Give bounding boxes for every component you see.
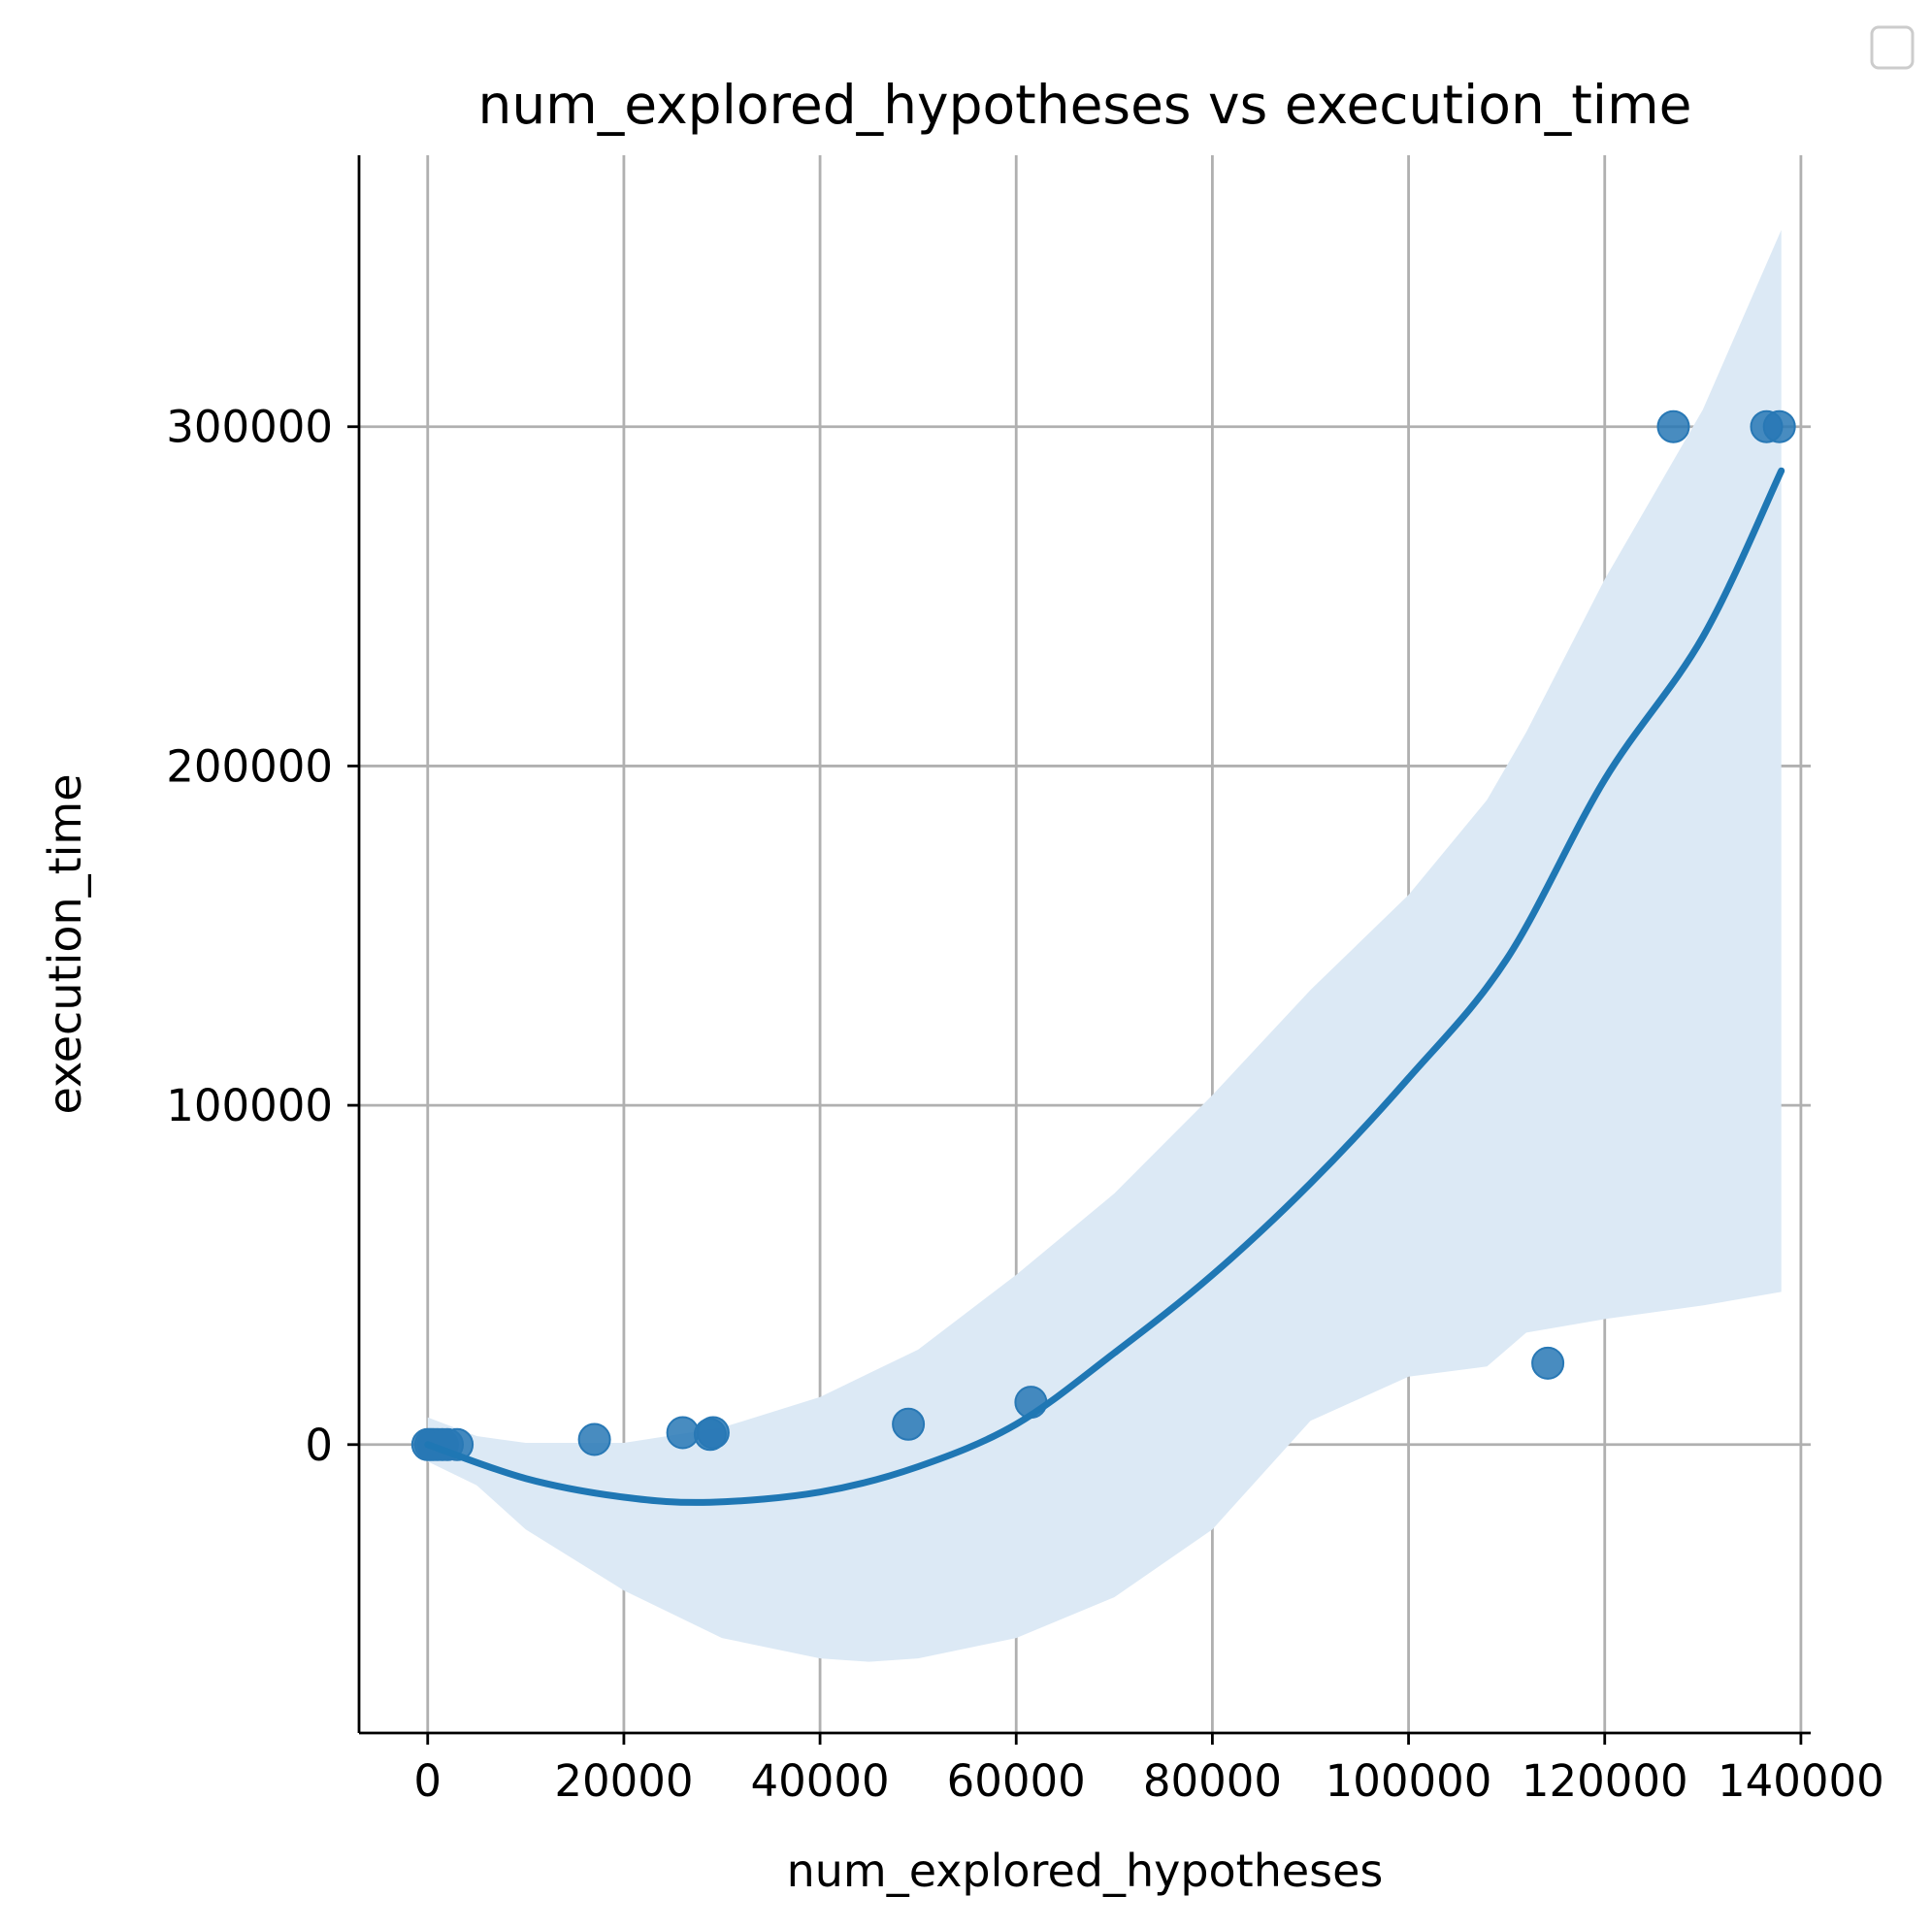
- axis-ticks: 0 20000 40000 60000 80000 100000 120000 140000 0…: [166, 402, 1884, 1807]
- x-tick-label: 80000: [1143, 1755, 1282, 1807]
- x-tick-label: 60000: [947, 1755, 1086, 1807]
- scatter-point: [666, 1416, 700, 1450]
- scatter-point: [577, 1422, 611, 1456]
- regression-line: [424, 467, 1785, 1506]
- scatter-point: [892, 1407, 926, 1441]
- x-tick-label: 140000: [1718, 1755, 1884, 1807]
- x-tick-label: 120000: [1522, 1755, 1688, 1807]
- y-tick-label: 0: [305, 1420, 333, 1471]
- chart-title: num_explored_hypotheses vs execution_tim…: [477, 74, 1691, 136]
- legend-box: [1870, 25, 1915, 70]
- confidence-band: [427, 229, 1782, 1662]
- y-axis-label: execution_time: [39, 773, 91, 1114]
- scatter-point: [696, 1416, 730, 1450]
- x-tick-label: 0: [413, 1755, 442, 1807]
- y-tick-label: 100000: [166, 1080, 333, 1131]
- x-tick-label: 20000: [554, 1755, 693, 1807]
- x-axis-label: num_explored_hypotheses: [787, 1845, 1384, 1897]
- scatter-point: [1531, 1346, 1565, 1380]
- axes-spines: [357, 155, 1811, 1735]
- y-tick-label: 300000: [166, 402, 333, 453]
- y-tick-label: 200000: [166, 740, 333, 792]
- scatter-point: [1762, 409, 1796, 443]
- x-tick-label: 100000: [1326, 1755, 1492, 1807]
- scatter-point: [1656, 409, 1690, 443]
- x-tick-label: 40000: [751, 1755, 890, 1807]
